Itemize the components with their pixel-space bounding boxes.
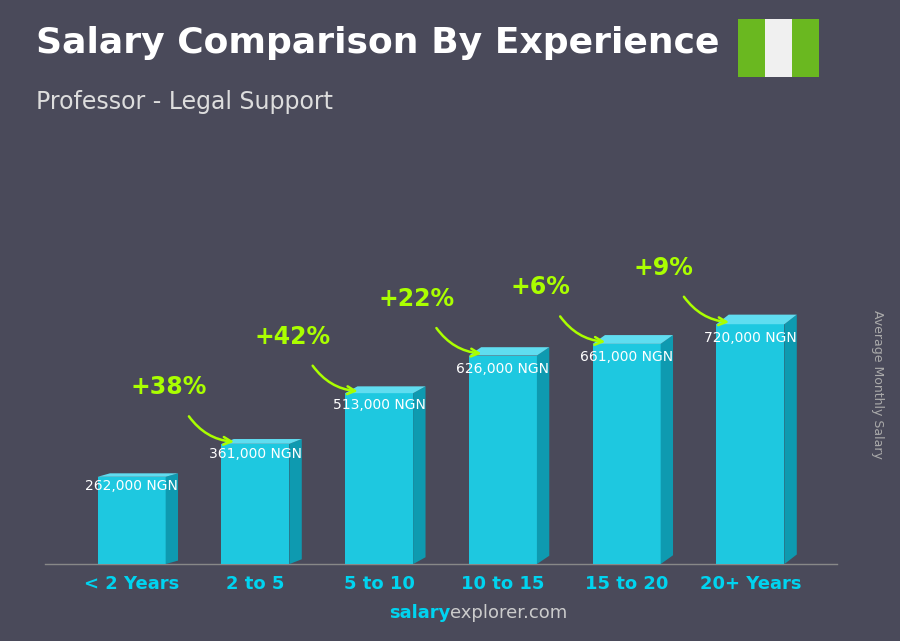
FancyArrowPatch shape: [684, 297, 726, 325]
Text: Professor - Legal Support: Professor - Legal Support: [36, 90, 333, 113]
Polygon shape: [345, 393, 413, 564]
Bar: [738, 19, 765, 77]
Text: +22%: +22%: [378, 287, 454, 311]
FancyArrowPatch shape: [312, 366, 355, 394]
Text: +42%: +42%: [255, 324, 330, 349]
Text: 626,000 NGN: 626,000 NGN: [456, 362, 549, 376]
Text: explorer.com: explorer.com: [450, 604, 567, 622]
Text: +38%: +38%: [130, 375, 207, 399]
Text: +9%: +9%: [634, 256, 694, 279]
FancyArrowPatch shape: [436, 328, 479, 356]
Polygon shape: [290, 439, 302, 564]
Polygon shape: [785, 315, 796, 564]
Bar: [765, 19, 792, 77]
FancyArrowPatch shape: [189, 417, 231, 445]
Polygon shape: [716, 315, 796, 324]
Polygon shape: [469, 356, 537, 564]
Text: salary: salary: [389, 604, 450, 622]
Text: Average Monthly Salary: Average Monthly Salary: [871, 310, 884, 459]
Polygon shape: [469, 347, 549, 356]
Polygon shape: [592, 344, 661, 564]
Text: 661,000 NGN: 661,000 NGN: [580, 351, 673, 365]
FancyArrowPatch shape: [560, 317, 602, 345]
Polygon shape: [345, 387, 426, 393]
Polygon shape: [537, 347, 549, 564]
Polygon shape: [592, 335, 673, 344]
Text: 361,000 NGN: 361,000 NGN: [209, 447, 302, 462]
Polygon shape: [166, 473, 178, 564]
Polygon shape: [221, 444, 290, 564]
Polygon shape: [97, 477, 166, 564]
Text: +6%: +6%: [510, 275, 570, 299]
Polygon shape: [413, 387, 426, 564]
Text: 262,000 NGN: 262,000 NGN: [86, 479, 178, 494]
Polygon shape: [97, 473, 178, 477]
Text: 720,000 NGN: 720,000 NGN: [704, 331, 796, 345]
Polygon shape: [661, 335, 673, 564]
Polygon shape: [716, 324, 785, 564]
Polygon shape: [221, 439, 302, 444]
Bar: [792, 19, 819, 77]
Text: Salary Comparison By Experience: Salary Comparison By Experience: [36, 26, 719, 60]
Text: 513,000 NGN: 513,000 NGN: [333, 398, 426, 412]
